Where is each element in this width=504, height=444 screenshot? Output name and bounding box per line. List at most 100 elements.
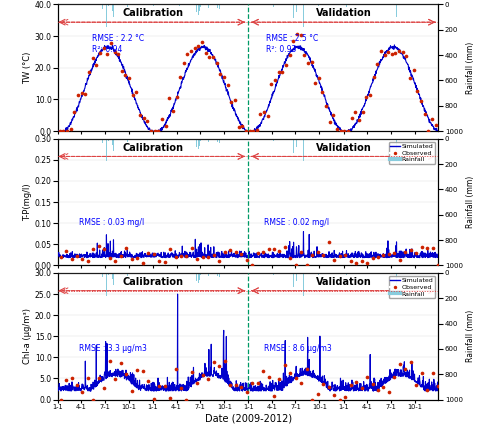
Point bbox=[180, 59, 188, 67]
Point bbox=[99, 44, 107, 52]
Point bbox=[210, 359, 218, 366]
Point bbox=[136, 112, 144, 119]
Point bbox=[300, 52, 308, 59]
Point bbox=[129, 91, 137, 99]
Point bbox=[368, 381, 376, 388]
Point bbox=[143, 117, 151, 124]
Point bbox=[118, 67, 126, 74]
Point bbox=[63, 127, 71, 135]
Point bbox=[385, 250, 393, 258]
Point bbox=[341, 251, 349, 258]
Point bbox=[158, 115, 166, 123]
Point bbox=[391, 250, 399, 257]
Point bbox=[259, 248, 267, 255]
Point bbox=[341, 393, 349, 400]
Legend: Simulated, Observed, Rainfall: Simulated, Observed, Rainfall bbox=[389, 276, 435, 298]
Text: R²: 0.94: R²: 0.94 bbox=[92, 45, 122, 54]
Point bbox=[144, 250, 152, 257]
Point bbox=[281, 361, 289, 369]
Point bbox=[191, 44, 199, 52]
Point bbox=[216, 71, 224, 78]
Y-axis label: TW (°C): TW (°C) bbox=[23, 52, 32, 84]
Point bbox=[215, 258, 223, 265]
Point bbox=[89, 396, 97, 403]
Point bbox=[418, 369, 426, 377]
Point bbox=[396, 360, 404, 367]
Point bbox=[431, 121, 439, 128]
Point bbox=[315, 75, 323, 82]
Point bbox=[232, 249, 240, 256]
Text: Validation: Validation bbox=[316, 277, 371, 287]
Point bbox=[187, 48, 195, 55]
Point bbox=[150, 250, 158, 258]
Point bbox=[304, 59, 312, 67]
Point bbox=[226, 381, 234, 388]
Point bbox=[297, 248, 305, 255]
Point bbox=[380, 251, 388, 258]
Point bbox=[260, 109, 268, 116]
Point bbox=[242, 127, 250, 135]
Point bbox=[128, 388, 136, 395]
Point bbox=[384, 48, 392, 56]
Point bbox=[337, 127, 345, 135]
Point bbox=[106, 255, 114, 262]
Point bbox=[89, 55, 97, 62]
Point bbox=[194, 380, 202, 387]
Point bbox=[117, 253, 125, 260]
Point bbox=[412, 381, 420, 388]
Point bbox=[139, 260, 147, 267]
Point bbox=[248, 380, 256, 387]
Point bbox=[227, 98, 235, 105]
Point bbox=[369, 74, 377, 81]
Point bbox=[336, 253, 344, 260]
Point bbox=[96, 49, 104, 56]
Point bbox=[325, 384, 333, 391]
Point bbox=[352, 259, 360, 266]
Point bbox=[278, 68, 286, 75]
Point bbox=[417, 97, 425, 104]
Point bbox=[270, 392, 278, 400]
Point bbox=[259, 367, 267, 374]
Point bbox=[396, 256, 404, 263]
Text: R²: 0.93: R²: 0.93 bbox=[267, 45, 297, 54]
Point bbox=[286, 254, 294, 261]
Point bbox=[293, 31, 301, 38]
Point bbox=[348, 114, 356, 121]
Point bbox=[177, 253, 185, 260]
Point bbox=[245, 127, 254, 135]
Point bbox=[198, 38, 206, 45]
Point bbox=[401, 248, 409, 255]
Point bbox=[401, 365, 409, 373]
Point bbox=[199, 372, 207, 379]
Point bbox=[56, 127, 64, 135]
Y-axis label: Rainfall (mm): Rainfall (mm) bbox=[466, 176, 474, 228]
Text: RMSE : 0.03 mg/l: RMSE : 0.03 mg/l bbox=[79, 218, 144, 227]
Point bbox=[237, 383, 245, 390]
Point bbox=[107, 39, 115, 46]
Point bbox=[297, 380, 305, 387]
Point bbox=[264, 112, 272, 119]
Text: Validation: Validation bbox=[316, 8, 371, 18]
Point bbox=[429, 245, 437, 252]
Point bbox=[111, 376, 119, 383]
Text: RMSE : 2.2 °C: RMSE : 2.2 °C bbox=[92, 34, 144, 43]
Point bbox=[265, 373, 273, 381]
Point bbox=[100, 385, 108, 392]
Point bbox=[84, 258, 92, 265]
Legend: Simulated, Observed, Rainfall: Simulated, Observed, Rainfall bbox=[389, 142, 435, 164]
Point bbox=[122, 244, 130, 251]
Point bbox=[56, 253, 65, 260]
Point bbox=[238, 123, 246, 130]
Point bbox=[169, 107, 177, 115]
Point bbox=[333, 126, 341, 133]
Point bbox=[188, 245, 196, 252]
Point bbox=[166, 246, 174, 253]
Point bbox=[95, 243, 103, 250]
Point bbox=[226, 247, 234, 254]
Point bbox=[84, 374, 92, 381]
Point bbox=[352, 379, 360, 386]
Point bbox=[407, 246, 415, 253]
Point bbox=[347, 381, 355, 388]
Text: Validation: Validation bbox=[316, 143, 371, 153]
Point bbox=[319, 381, 327, 388]
